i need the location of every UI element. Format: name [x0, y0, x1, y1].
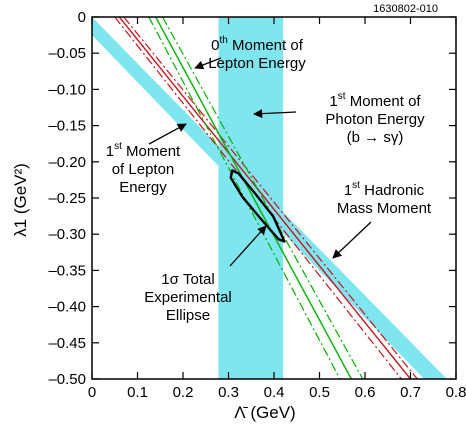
svg-text:Photon Energy: Photon Energy [325, 111, 425, 128]
figure-id: 1630802-010 [373, 3, 438, 15]
y-tick-label: –0.50 [48, 371, 86, 388]
svg-text:(b → sγ): (b → sγ) [347, 129, 404, 146]
annotation-1st-hadronic-moment: 1st Hadronic Mass Moment [332, 180, 432, 259]
x-tick-label: 0.4 [264, 384, 285, 401]
y-tick-label: –0.45 [48, 335, 86, 352]
x-tick-label: 0.2 [173, 384, 194, 401]
svg-text:Mass Moment: Mass Moment [337, 200, 432, 217]
y-tick-label: –0.30 [48, 226, 86, 243]
axis-ticks: 0 0.1 0.2 0.3 0.4 0.5 0.6 0.7 0.8 0 –0.05 –0.10 –0.1… [48, 9, 466, 401]
y-tick-label: –0.05 [48, 45, 86, 62]
x-tick-label: 0.7 [400, 384, 421, 401]
x-tick-label: 0.1 [127, 384, 148, 401]
svg-text:Lepton Energy: Lepton Energy [208, 55, 306, 72]
y-tick-label: –0.35 [48, 262, 86, 279]
line-lepton_1st-solid-0 [118, 17, 412, 379]
arrow-1st-lepton [148, 123, 187, 145]
annotation-ellipse: 1σ Total Experimental Ellipse [144, 225, 267, 324]
svg-text:1st Moment of: 1st Moment of [329, 91, 421, 110]
annotation-1st-photon-moment: 1st Moment of Photon Energy (b → sγ) [253, 91, 425, 146]
x-axis-label: Λ̄ (GeV) [234, 403, 295, 422]
svg-text:1st Hadronic: 1st Hadronic [344, 180, 425, 199]
svg-text:of Lepton: of Lepton [112, 161, 175, 178]
line-lepton_0th-solid-3 [155, 17, 352, 379]
svg-text:1st Moment: 1st Moment [106, 141, 181, 160]
annotation-1st-lepton-moment: 1st Moment of Lepton Energy [106, 123, 187, 196]
y-tick-label: –0.40 [48, 299, 86, 316]
line-lepton_1st-dashed-2 [123, 17, 418, 379]
svg-text:1σ Total: 1σ Total [161, 271, 214, 288]
svg-text:Experimental: Experimental [144, 289, 232, 306]
y-tick-label: 0 [78, 9, 86, 26]
x-tick-label: 0.5 [309, 384, 330, 401]
y-tick-label: –0.10 [48, 81, 86, 98]
line-lepton_1st-dashed-1 [114, 17, 402, 379]
plot-area [92, 17, 447, 379]
arrow-1st-photon [253, 109, 297, 119]
arrow-0th-lepton [194, 57, 222, 70]
line-lepton_0th-dashed-5 [161, 17, 364, 379]
svg-text:0th Moment of: 0th Moment of [211, 35, 304, 54]
arrow-ellipse [229, 225, 267, 267]
y-tick-label: –0.20 [48, 154, 86, 171]
arrow-1st-hadronic [332, 221, 372, 259]
x-tick-label: 0.3 [218, 384, 239, 401]
svg-text:Energy: Energy [119, 179, 167, 196]
band-photon [218, 17, 284, 379]
y-tick-label: –0.25 [48, 190, 86, 207]
ellipse-contour [229, 169, 286, 243]
x-tick-label: 0.8 [446, 384, 466, 401]
y-tick-label: –0.15 [48, 118, 86, 135]
annotation-0th-lepton-moment: 0th Moment of Lepton Energy [194, 35, 306, 72]
x-tick-label: 0.6 [355, 384, 376, 401]
x-tick-label: 0 [88, 384, 96, 401]
svg-text:Ellipse: Ellipse [166, 307, 210, 324]
band-hadronic [92, 17, 447, 379]
y-axis-label: λ1 (GeV²) [11, 163, 30, 237]
